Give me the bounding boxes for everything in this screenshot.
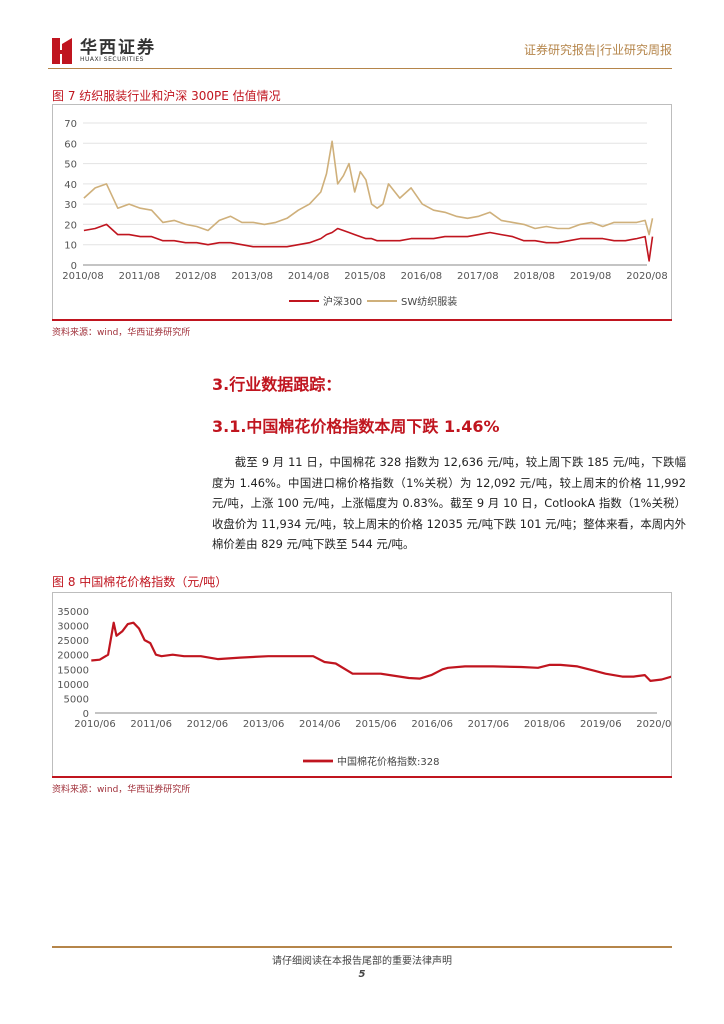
fig8-xtick-label: 2019/06 [580,719,622,730]
fig8-ytick-label: 20000 [57,651,89,662]
fig8-xtick-label: 2010/06 [74,719,116,730]
fig7-ytick-label: 50 [64,160,77,171]
fig7-ytick-label: 30 [64,200,77,211]
fig7-xtick-label: 2015/08 [344,271,386,282]
fig7-ytick-label: 70 [64,119,77,130]
brand-name-cn: 华西证券 [80,38,156,58]
fig7-legend-label: SW纺织服装 [401,295,457,308]
fig8-ytick-label: 30000 [57,622,89,633]
figure7-chart-frame: 0 10 20 30 40 50 60 70 2010/08 2011/08 2012/08 2013… [52,104,672,320]
fig7-ytick-label: 20 [64,220,77,231]
fig8-xtick-label: 2020/06 [636,719,671,730]
paragraph-text: 截至 9 月 11 日，中国棉花 328 指数为 12,636 元/吨，较上周下… [212,455,686,551]
fig7-xtick-label: 2012/08 [175,271,217,282]
fig8-legend-label: 中国棉花价格指数:328 [337,755,439,768]
figure8-chart: 0 5000 10000 15000 20000 25000 30000 35000 2010/… [57,607,678,768]
figure7-chart: 0 10 20 30 40 50 60 70 2010/08 2011/08 2012/08 2013… [62,119,668,308]
fig7-xtick-label: 2020/08 [626,271,668,282]
fig8-xtick-label: 2018/06 [524,719,566,730]
fig7-xtick-label: 2018/08 [513,271,555,282]
fig7-series-line-2 [83,140,654,236]
fig8-ytick-label: 35000 [57,607,89,618]
figure7-source: 资料来源：wind，华西证券研究所 [52,328,191,338]
fig8-series-line-1 [91,621,674,683]
fig7-xtick-label: 2016/08 [401,271,443,282]
figure7-bottom-rule [52,319,672,321]
figure8-title: 图 8 中国棉花价格指数（元/吨） [52,575,228,589]
figure8-chart-frame: 0 5000 10000 15000 20000 25000 30000 35000 2010/… [52,592,678,778]
report-type: 证券研究报告|行业研究周报 [523,43,672,57]
fig8-xtick-label: 2012/06 [187,719,229,730]
fig7-xtick-label: 2017/08 [457,271,499,282]
fig8-xtick-label: 2015/06 [355,719,397,730]
section-subheading: 3.1.中国棉花价格指数本周下跌 1.46% [212,417,500,436]
fig7-xtick-label: 2019/08 [570,271,612,282]
fig8-ytick-label: 25000 [57,636,89,647]
fig8-ytick-label: 15000 [57,665,89,676]
figure7-title: 图 7 纺织服装行业和沪深 300PE 估值情况 [52,89,281,103]
fig7-legend-label: 沪深300 [323,295,362,308]
figure8-source: 资料来源：wind，华西证券研究所 [52,785,191,795]
fig8-xtick-label: 2017/06 [468,719,510,730]
footer-disclaimer: 请仔细阅读在本报告尾部的重要法律声明 [272,956,452,967]
figure8-bottom-rule [52,776,672,778]
fig7-xtick-label: 2011/08 [119,271,161,282]
fig8-xtick-label: 2014/06 [299,719,341,730]
fig7-xtick-label: 2013/08 [231,271,273,282]
fig8-ytick-label: 10000 [57,680,89,691]
fig7-series-line-1 [83,223,654,262]
brand-name-en: HUAXI SECURITIES [80,56,144,63]
fig7-xtick-label: 2010/08 [62,271,104,282]
fig8-ytick-label: 0 [83,709,89,720]
fig8-xtick-label: 2016/06 [411,719,453,730]
fig7-xtick-label: 2014/08 [288,271,330,282]
fig7-ytick-label: 0 [71,261,77,272]
footer-divider [52,946,672,948]
fig8-xtick-label: 2011/06 [130,719,172,730]
fig7-ytick-label: 10 [64,241,77,252]
fig7-ytick-label: 40 [64,180,77,191]
section-heading: 3.行业数据跟踪： [212,375,342,394]
section-paragraph: 截至 9 月 11 日，中国棉花 328 指数为 12,636 元/吨，较上周下… [212,452,686,555]
fig8-xtick-label: 2013/06 [243,719,285,730]
fig8-ytick-label: 5000 [64,694,89,705]
header-divider [48,68,672,69]
page-number: 5 [358,969,366,980]
fig7-ytick-label: 60 [64,139,77,150]
huaxi-logo-icon [52,38,72,64]
